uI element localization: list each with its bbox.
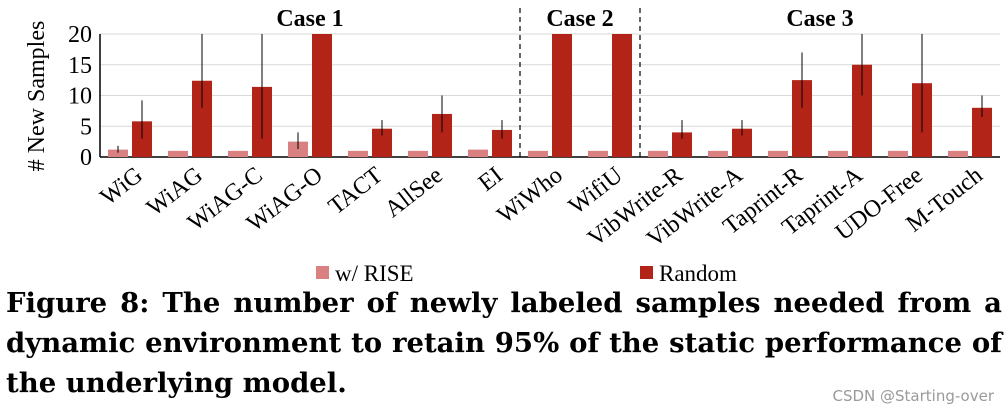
bar-rise (588, 150, 608, 157)
bar-random (432, 113, 452, 157)
bar-rise (708, 150, 728, 157)
bar-random (312, 34, 332, 157)
x-tick-label: WiWho (493, 162, 568, 229)
legend-swatch (640, 266, 653, 279)
bar-rise (288, 141, 308, 157)
figure-caption: Figure 8: The number of newly labeled sa… (6, 287, 1002, 399)
bar-random (672, 132, 692, 157)
bar-random (732, 128, 752, 157)
bar-rise (348, 150, 368, 157)
x-tick-label: WiG (96, 162, 148, 211)
bar-rise (648, 150, 668, 157)
bar-chart: 0 5 10 15 20 # New Samples Case 1 Case 2 Case 3 W… (24, 6, 1000, 285)
bar-random (372, 128, 392, 157)
bar-random (792, 80, 812, 157)
bar-random (612, 34, 632, 157)
bar-random (492, 129, 512, 157)
bar-rise (168, 150, 188, 157)
bar-rise (528, 150, 548, 157)
group-label: Case 3 (786, 6, 853, 32)
y-tick-label: 0 (80, 145, 92, 171)
bar-rise (768, 150, 788, 157)
group-label: Case 1 (276, 6, 343, 32)
x-tick-label: TACT (324, 162, 388, 220)
legend-label: w/ RISE (335, 261, 414, 285)
bar-rise (108, 149, 128, 157)
bar-rise (888, 150, 908, 157)
bar-rise (228, 150, 248, 157)
x-tick-label: EI (474, 162, 508, 196)
bar-rise (468, 149, 488, 157)
bar-rise (948, 150, 968, 157)
y-tick-label: 10 (68, 84, 92, 110)
watermark: CSDN @Starting-over (832, 387, 994, 405)
y-tick-label: 5 (80, 114, 92, 140)
bar-random (972, 107, 992, 157)
bar-rise (828, 150, 848, 157)
legend-swatch (316, 266, 329, 279)
bar-random (192, 80, 212, 157)
legend-label: Random (659, 261, 737, 285)
bar-random (132, 121, 152, 157)
y-axis-label: # New Samples (24, 21, 50, 172)
x-tick-label: AllSee (380, 162, 447, 223)
bar-rise (408, 150, 428, 157)
y-tick-label: 20 (68, 22, 92, 48)
group-label: Case 2 (546, 6, 613, 32)
bar-random (552, 34, 572, 157)
bar-random (852, 64, 872, 157)
y-tick-label: 15 (68, 53, 92, 79)
